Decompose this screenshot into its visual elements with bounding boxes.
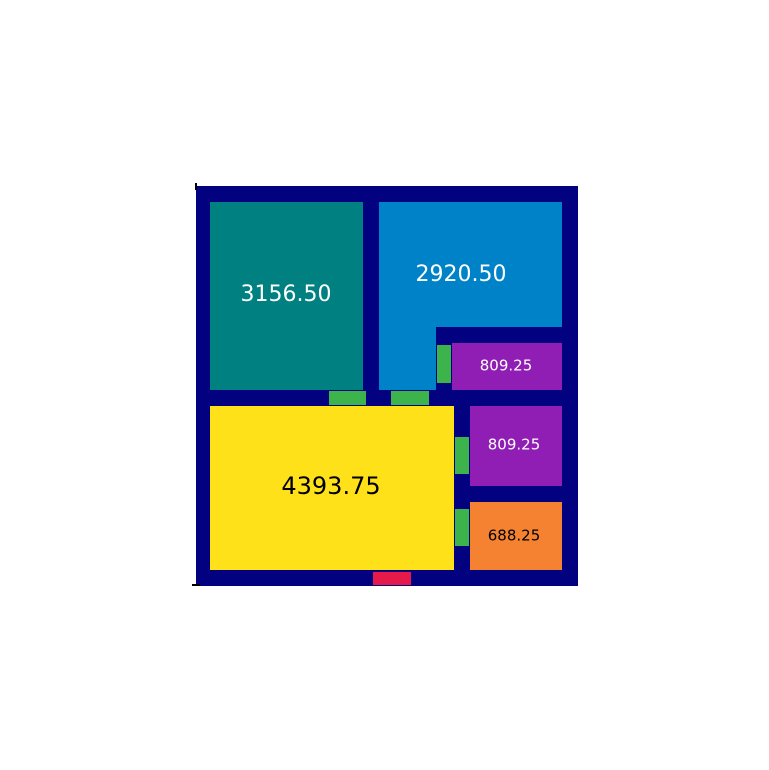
room-1-fill	[210, 202, 363, 390]
door-room2-room3	[437, 345, 451, 383]
room-3-fill	[452, 343, 562, 390]
room-2-fill	[379, 202, 562, 390]
entrance-door	[373, 572, 411, 585]
door-room4-room6	[455, 509, 469, 546]
room-6-fill	[470, 502, 562, 570]
door-room1-room4	[329, 391, 366, 405]
room-5-area-label: 809.25	[488, 436, 541, 454]
room-4-area-label: 4393.75	[281, 472, 380, 500]
door-room4-room5	[455, 437, 469, 474]
room-6-area-label: 688.25	[488, 527, 541, 545]
room-2-area-label: 2920.50	[416, 262, 507, 287]
room-4-fill	[210, 406, 454, 570]
room-3-area-label: 809.25	[480, 357, 533, 375]
room-5-fill	[470, 406, 562, 486]
room-1-area-label: 3156.50	[241, 282, 332, 307]
door-room2-room4	[391, 391, 429, 405]
